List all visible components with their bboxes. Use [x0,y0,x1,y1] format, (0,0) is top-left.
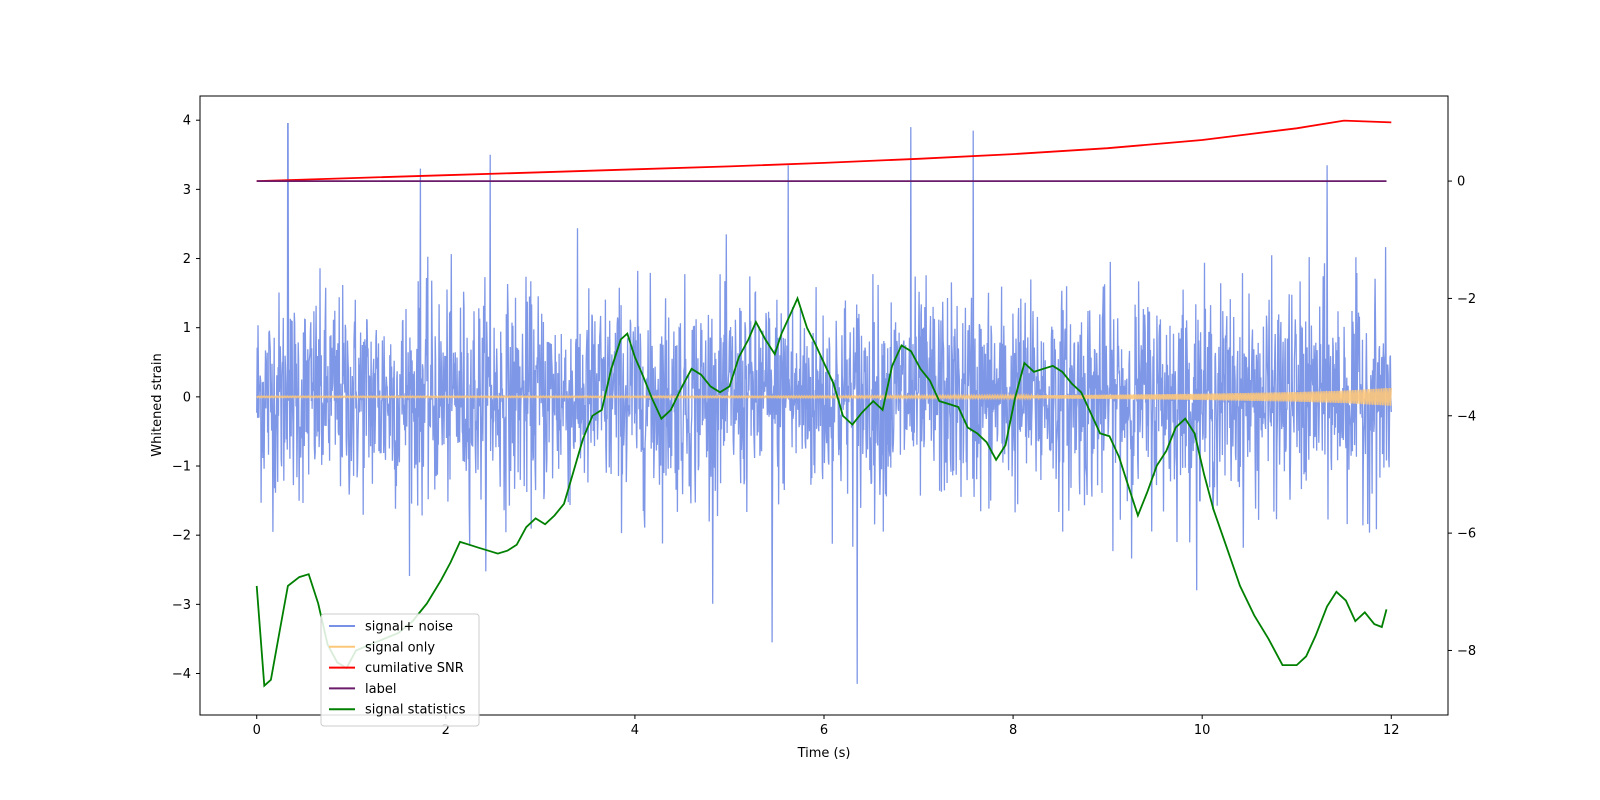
x-tick-label: 2 [442,723,450,738]
y2-tick-label: −6 [1457,527,1476,542]
x-tick-label: 8 [1009,723,1017,738]
legend-entry: cumilative SNR [365,661,464,676]
legend-entry: label [365,682,396,697]
legend-box [320,613,480,727]
y2-tick-label: −4 [1457,409,1476,424]
y-axis-label: Whitened strain [150,353,165,456]
x-axis-label: Time (s) [797,746,851,761]
y2-tick-label: −8 [1457,644,1476,659]
y-tick-label: −1 [172,460,191,475]
legend-entry: signal+ noise [365,620,453,635]
series-signal-only [256,387,1392,406]
y2-tick-label: −2 [1457,292,1476,307]
y-tick-label: 0 [183,390,191,405]
y-tick-label: −3 [172,598,191,613]
series-cumilative-snr [256,119,1392,182]
x-tick-label: 12 [1383,723,1400,738]
x-tick-label: 0 [253,723,261,738]
legend: signal+ noise signal only cumilative SNR la… [320,613,480,727]
x-tick-label: 10 [1194,723,1211,738]
y-tick-label: −4 [172,667,191,682]
y-tick-label: 1 [183,321,191,336]
legend-entry: signal statistics [365,703,466,718]
series-signal-statistics [255,295,1388,688]
y-tick-label: 4 [183,114,191,129]
y-axis-left: −4 −3 −2 −1 0 1 2 3 4 [172,114,200,682]
y-tick-label: 2 [183,252,191,267]
x-tick-label: 6 [820,723,828,738]
y2-tick-label: 0 [1457,175,1465,190]
y-tick-label: 3 [183,183,191,198]
legend-entry: signal only [365,640,435,655]
x-tick-label: 4 [631,723,639,738]
y-axis-right: −8 −6 −4 −2 0 [1448,175,1476,659]
series-signal-noise [256,123,1392,684]
y-tick-label: −2 [172,529,191,544]
